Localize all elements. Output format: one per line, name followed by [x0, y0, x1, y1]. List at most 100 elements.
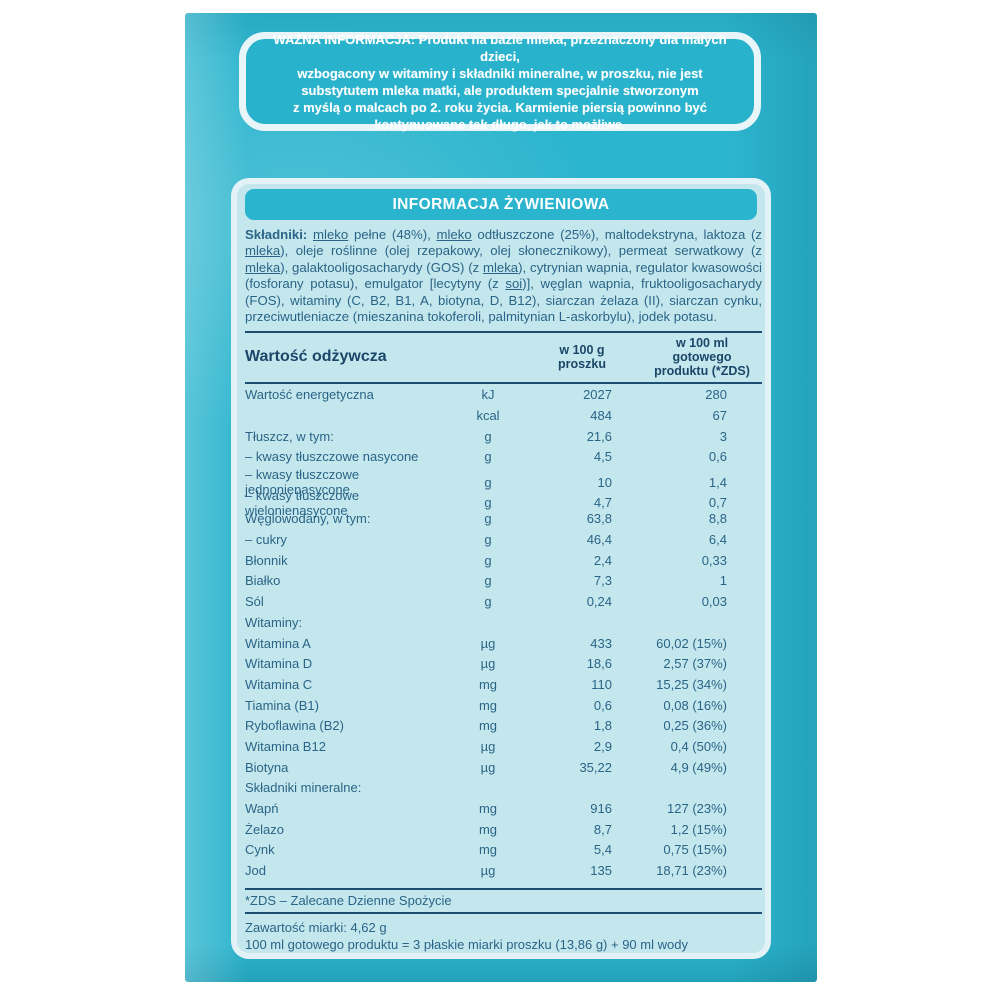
table-row: Witaminy: — [245, 612, 762, 633]
table-cell-name: Jod — [245, 863, 266, 879]
table-row: – kwasy tłuszczowe nasycone g 4,5 0,6 — [245, 447, 762, 468]
table-cell-v1: 2,9 — [593, 738, 612, 754]
table-cell-v2: 18,71 (23%) — [656, 863, 727, 879]
nutrition-table: Wartość odżywcza w 100 g proszku w 100 m… — [245, 331, 762, 954]
table-cell-name: Witamina A — [245, 635, 311, 651]
table-cell-name: – kwasy tłuszczowe nasycone — [245, 449, 419, 465]
table-cell-unit: mg — [478, 821, 498, 837]
table-cell-v1: 2,4 — [593, 552, 612, 568]
important-information-text: WAŻNA INFORMACJA: Produkt na bazie mleka… — [273, 31, 727, 132]
table-cell-unit: mg — [478, 801, 498, 817]
table-cell-v2: 280 — [705, 387, 727, 403]
table-row: Tiamina (B1) mg 0,6 0,08 (16%) — [245, 695, 762, 716]
table-row: Białko g 7,3 1 — [245, 571, 762, 592]
table-cell-v2: 0,08 (16%) — [663, 697, 727, 713]
ingredient-segment: odtłuszczone (25%), maltodekstryna, lakt… — [471, 227, 762, 242]
ingredient-segment: mleko — [313, 227, 349, 242]
table-bottom-rule — [245, 887, 762, 890]
table-cell-name: Białko — [245, 573, 281, 589]
table-cell-unit: µg — [480, 738, 496, 754]
table-cell-v1: 7,3 — [593, 573, 612, 589]
table-header-per-100g: w 100 g proszku — [558, 343, 606, 372]
table-cell-v1: 63,8 — [586, 511, 612, 527]
ingredient-segment: mleka — [245, 243, 281, 259]
table-cell-unit: g — [484, 495, 492, 511]
table-cell-unit: µg — [480, 759, 496, 775]
table-cell-v2: 60,02 (15%) — [656, 635, 727, 651]
table-cell-v1: 5,4 — [593, 842, 612, 858]
table-cell-unit: mg — [478, 697, 498, 713]
table-cell-v1: 484 — [590, 407, 612, 423]
table-cell-v2: 0,4 (50%) — [670, 738, 727, 754]
table-cell-unit: g — [484, 474, 492, 490]
ingredient-segment: pełne (48%), — [348, 227, 437, 242]
table-cell-v2: 3 — [719, 428, 727, 444]
table-cell-unit: g — [484, 573, 492, 589]
table-cell-v1: 18,6 — [586, 656, 612, 672]
table-cell-unit: g — [484, 594, 492, 610]
table-cell-v2: 0,03 — [701, 594, 727, 610]
table-row: Sól g 0,24 0,03 — [245, 591, 762, 612]
table-cell-v2: 67 — [712, 407, 727, 423]
zds-footnote: *ZDS – Zalecane Dzienne Spożycie — [245, 890, 762, 914]
table-cell-unit: µg — [480, 635, 496, 651]
table-cell-name: Tiamina (B1) — [245, 697, 319, 713]
table-row: Witamina C mg 110 15,25 (34%) — [245, 674, 762, 695]
table-cell-unit: mg — [478, 676, 498, 692]
ingredient-segment: mleko — [436, 227, 472, 242]
table-cell-unit: mg — [478, 718, 498, 734]
ingredient-segment: mleka — [245, 259, 281, 275]
table-row: Tłuszcz, w tym: g 21,6 3 — [245, 426, 762, 447]
table-cell-v1: 110 — [591, 676, 612, 692]
nutrition-panel-title: INFORMACJA ŻYWIENIOWA — [392, 195, 610, 213]
table-row: Witamina A µg 433 60,02 (15%) — [245, 633, 762, 654]
table-cell-v2: 1,2 (15%) — [670, 821, 727, 837]
nutrition-panel: INFORMACJA ŻYWIENIOWA Składniki: mleko p… — [231, 178, 771, 959]
table-cell-name: Węglowodany, w tym: — [245, 511, 371, 527]
table-cell-v2: 0,7 — [708, 495, 727, 511]
table-cell-unit: µg — [480, 656, 496, 672]
table-cell-v2: 6,4 — [708, 532, 727, 548]
table-row: kcal 484 67 — [245, 405, 762, 426]
table-row: Węglowodany, w tym: g 63,8 8,8 — [245, 509, 762, 530]
ingredient-segment: ), galaktooligosacharydy (GOS) (z — [280, 259, 483, 275]
table-row: – kwasy tłuszczowe wielonienasycone g 4,7 0… — [245, 488, 762, 518]
table-row: Cynk mg 5,4 0,75 (15%) — [245, 840, 762, 861]
table-cell-name: Składniki mineralne: — [245, 780, 362, 796]
table-cell-name: Tłuszcz, w tym: — [245, 428, 334, 444]
product-package-back: WAŻNA INFORMACJA: Produkt na bazie mleka… — [185, 13, 817, 982]
table-cell-v2: 0,75 (15%) — [663, 842, 727, 858]
table-cell-name: Sól — [245, 594, 264, 610]
table-cell-unit: g — [484, 428, 492, 444]
table-cell-name: Wapń — [245, 801, 279, 817]
table-cell-v2: 1 — [719, 573, 727, 589]
table-row: Składniki mineralne: — [245, 778, 762, 799]
ingredient-segment: mleka — [482, 259, 519, 275]
table-cell-v1: 35,22 — [579, 759, 612, 775]
table-cell-name: Witaminy: — [245, 614, 303, 630]
table-cell-unit: µg — [480, 863, 496, 879]
table-cell-name: Witamina C — [245, 676, 313, 692]
table-cell-name: Witamina B12 — [245, 738, 326, 754]
table-cell-v2: 8,8 — [708, 511, 727, 527]
table-cell-unit: kJ — [481, 387, 495, 403]
table-cell-v1: 0,6 — [593, 697, 612, 713]
table-cell-v1: 4,7 — [593, 495, 612, 511]
nutrition-panel-title-bar: INFORMACJA ŻYWIENIOWA — [245, 189, 757, 220]
table-header-per-100ml: w 100 ml gotowego produktu (*ZDS) — [654, 336, 750, 379]
preparation-info: Zawartość miarki: 4,62 g 100 ml gotowego… — [245, 919, 762, 954]
important-information-box: WAŻNA INFORMACJA: Produkt na bazie mleka… — [239, 31, 761, 132]
table-cell-name: Witamina D — [245, 656, 313, 672]
table-row: Wapń mg 916 127 (23%) — [245, 798, 762, 819]
table-cell-unit: g — [484, 532, 492, 548]
table-header-row: Wartość odżywcza w 100 g proszku w 100 m… — [245, 331, 762, 385]
table-cell-v2: 4,9 (49%) — [670, 759, 727, 775]
table-cell-v1: 916 — [590, 801, 612, 817]
table-cell-name: Cynk — [245, 842, 275, 858]
table-cell-v1: 21,6 — [586, 428, 612, 444]
table-cell-v1: 433 — [590, 635, 612, 651]
ingredient-segment: )], węglan wapnia, fruktooligosacharydy … — [245, 276, 762, 325]
table-cell-v1: 135 — [590, 863, 612, 879]
table-cell-name: – kwasy tłuszczowe jednonienasycone — [245, 467, 360, 498]
table-row: Jod µg 135 18,71 (23%) — [245, 860, 762, 881]
